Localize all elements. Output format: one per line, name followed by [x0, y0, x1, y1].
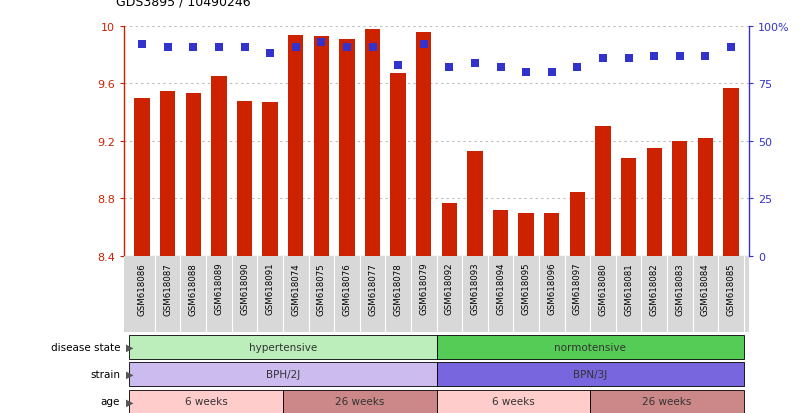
Text: GDS3895 / 10490246: GDS3895 / 10490246: [116, 0, 251, 8]
Point: [392, 62, 405, 69]
Point: [187, 44, 199, 51]
Bar: [544, 213, 559, 256]
Point: [212, 44, 225, 51]
Text: age: age: [101, 396, 120, 406]
Text: ▶: ▶: [126, 369, 133, 379]
Text: GSM618086: GSM618086: [138, 262, 147, 315]
Text: GSM618080: GSM618080: [598, 262, 607, 315]
Point: [571, 65, 584, 71]
Text: GSM618075: GSM618075: [317, 262, 326, 315]
Text: GSM618079: GSM618079: [419, 262, 429, 315]
Text: GSM618089: GSM618089: [215, 262, 223, 315]
Point: [699, 53, 712, 60]
Bar: [364, 30, 380, 256]
Point: [289, 44, 302, 51]
Text: disease state: disease state: [50, 342, 120, 352]
Point: [161, 44, 174, 51]
Bar: [441, 203, 457, 256]
Bar: [590, 389, 744, 413]
Point: [135, 42, 148, 48]
Text: strain: strain: [91, 369, 120, 379]
Bar: [390, 74, 406, 256]
Text: GSM618082: GSM618082: [650, 262, 658, 315]
Text: GSM618088: GSM618088: [189, 262, 198, 315]
Bar: [314, 37, 329, 256]
Point: [622, 56, 635, 62]
Text: ▶: ▶: [126, 342, 133, 352]
Bar: [129, 335, 437, 359]
Text: 26 weeks: 26 weeks: [335, 396, 384, 406]
Point: [366, 44, 379, 51]
Text: GSM618078: GSM618078: [393, 262, 403, 315]
Bar: [698, 139, 713, 256]
Text: GSM618085: GSM618085: [727, 262, 735, 315]
Text: GSM618084: GSM618084: [701, 262, 710, 315]
Bar: [621, 159, 636, 256]
Bar: [723, 88, 739, 256]
Point: [340, 44, 353, 51]
Point: [315, 40, 328, 46]
Text: GSM618097: GSM618097: [573, 262, 582, 315]
Bar: [518, 213, 533, 256]
Text: BPH/2J: BPH/2J: [266, 369, 300, 379]
Text: GSM618076: GSM618076: [342, 262, 352, 315]
Point: [238, 44, 251, 51]
Text: hypertensive: hypertensive: [249, 342, 317, 352]
Bar: [135, 98, 150, 256]
Point: [597, 56, 610, 62]
Bar: [129, 389, 283, 413]
Text: 6 weeks: 6 weeks: [185, 396, 227, 406]
Bar: [211, 77, 227, 256]
Point: [674, 53, 686, 60]
Bar: [416, 33, 432, 256]
Bar: [570, 193, 585, 256]
Text: 6 weeks: 6 weeks: [492, 396, 535, 406]
Text: GSM618081: GSM618081: [624, 262, 633, 315]
Point: [417, 42, 430, 48]
Point: [725, 44, 738, 51]
Text: GSM618083: GSM618083: [675, 262, 684, 315]
Bar: [493, 210, 509, 256]
Bar: [160, 91, 175, 256]
Text: GSM618092: GSM618092: [445, 262, 454, 315]
Bar: [263, 103, 278, 256]
Point: [545, 69, 558, 76]
Text: GSM618095: GSM618095: [521, 262, 531, 315]
Text: GSM618077: GSM618077: [368, 262, 377, 315]
Bar: [129, 362, 437, 386]
Text: 26 weeks: 26 weeks: [642, 396, 692, 406]
Text: GSM618091: GSM618091: [266, 262, 275, 315]
Bar: [288, 36, 304, 256]
Text: GSM618087: GSM618087: [163, 262, 172, 315]
Bar: [595, 127, 610, 256]
Text: GSM618096: GSM618096: [547, 262, 556, 315]
Text: GSM618074: GSM618074: [292, 262, 300, 315]
Point: [443, 65, 456, 71]
Text: normotensive: normotensive: [554, 342, 626, 352]
Bar: [646, 149, 662, 256]
Point: [264, 51, 276, 58]
Text: ▶: ▶: [126, 396, 133, 406]
Bar: [437, 362, 744, 386]
Bar: [672, 141, 687, 256]
Point: [520, 69, 533, 76]
Text: BPN/3J: BPN/3J: [573, 369, 607, 379]
Bar: [283, 389, 437, 413]
Point: [469, 60, 481, 67]
Bar: [340, 40, 355, 256]
Bar: [467, 152, 483, 256]
Bar: [437, 389, 590, 413]
Text: GSM618094: GSM618094: [496, 262, 505, 315]
Text: GSM618090: GSM618090: [240, 262, 249, 315]
Point: [494, 65, 507, 71]
Bar: [237, 101, 252, 256]
Bar: [186, 94, 201, 256]
Text: GSM618093: GSM618093: [470, 262, 480, 315]
Bar: [437, 335, 744, 359]
Point: [648, 53, 661, 60]
